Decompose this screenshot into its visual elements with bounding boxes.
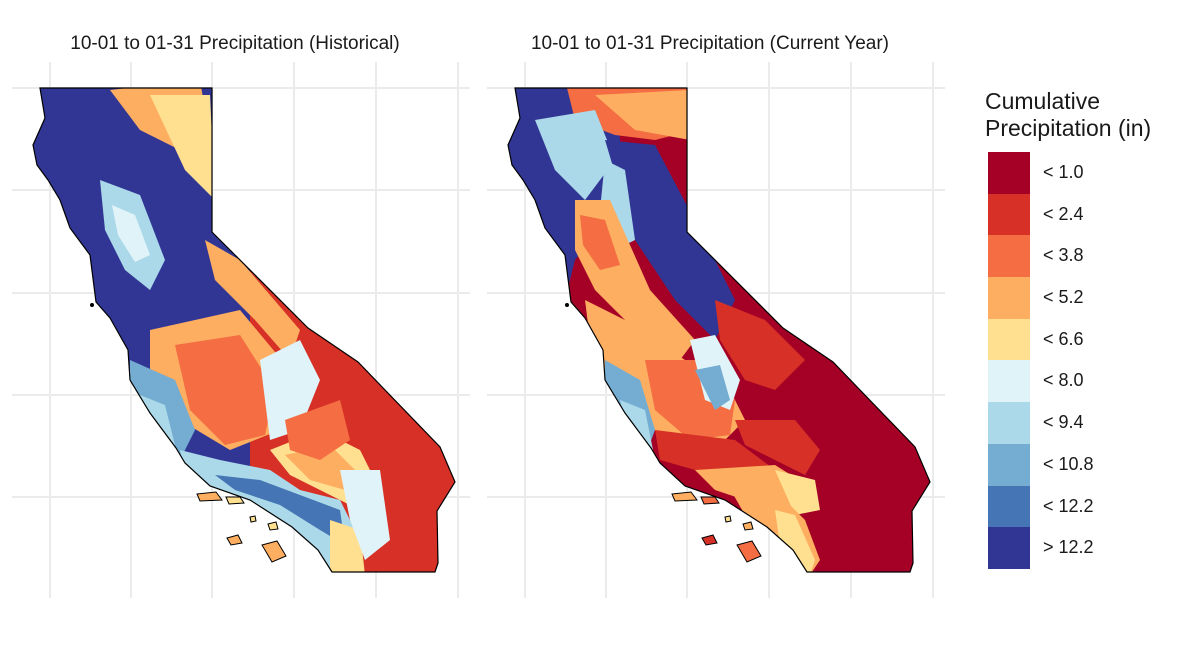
legend-label: < 1.0 [1043, 162, 1084, 182]
legend-label: < 3.8 [1043, 245, 1084, 266]
legend-item: < 1.0 [985, 152, 1200, 194]
legend-swatch [988, 402, 1030, 444]
legend-swatch [988, 318, 1030, 361]
historical-precip-regions [33, 88, 455, 572]
legend-title: Cumulative Precipitation (in) [985, 88, 1200, 142]
legend-swatch [988, 152, 1030, 194]
current-map [487, 62, 945, 598]
legend-items: < 1.0 < 2.4 < 3.8 < 5.2 < 6.6 < 8.0 < 9.4 < 10.… [985, 152, 1200, 569]
legend-item: < 8.0 [985, 360, 1200, 403]
legend-label: < 9.4 [1043, 412, 1084, 433]
legend-title-line1: Cumulative [985, 88, 1101, 114]
legend-item: < 10.8 [985, 443, 1200, 486]
legend-title-line2: Precipitation (in) [985, 115, 1152, 141]
legend-label: < 6.6 [1043, 328, 1084, 349]
legend-item: < 9.4 [985, 402, 1200, 444]
legend-swatch [988, 360, 1030, 403]
legend-item: < 2.4 [985, 193, 1200, 236]
legend-item: < 3.8 [985, 235, 1200, 278]
legend-swatch [988, 485, 1030, 528]
legend-swatch [988, 277, 1030, 319]
precip-legend: Cumulative Precipitation (in) < 1.0 < 2.4… [985, 88, 1200, 569]
current-state-outline [507, 87, 931, 573]
legend-label: < 2.4 [1043, 203, 1084, 224]
historical-map-panel: 10-01 to 01-31 Precipitation (Historical… [0, 0, 470, 655]
legend-label: < 10.8 [1043, 453, 1094, 474]
legend-label: > 12.2 [1043, 537, 1094, 558]
current-precip-regions [508, 88, 930, 572]
legend-swatch [988, 527, 1030, 569]
legend-item: < 5.2 [985, 277, 1200, 319]
historical-islands [90, 303, 287, 563]
historical-map [12, 62, 470, 598]
current-map-title: 10-01 to 01-31 Precipitation (Current Ye… [530, 33, 890, 54]
legend-label: < 8.0 [1043, 370, 1084, 391]
historical-state-outline [32, 87, 456, 573]
legend-swatch [988, 235, 1030, 278]
historical-map-title: 10-01 to 01-31 Precipitation (Historical… [70, 33, 400, 54]
current-islands [565, 303, 762, 563]
legend-label: < 12.2 [1043, 495, 1094, 516]
legend-item: > 12.2 [985, 527, 1200, 569]
legend-item: < 12.2 [985, 485, 1200, 528]
legend-swatch [988, 193, 1030, 236]
legend-label: < 5.2 [1043, 287, 1084, 308]
current-map-panel: 10-01 to 01-31 Precipitation (Current Ye… [475, 0, 945, 655]
legend-swatch [988, 443, 1030, 486]
legend-item: < 6.6 [985, 318, 1200, 361]
